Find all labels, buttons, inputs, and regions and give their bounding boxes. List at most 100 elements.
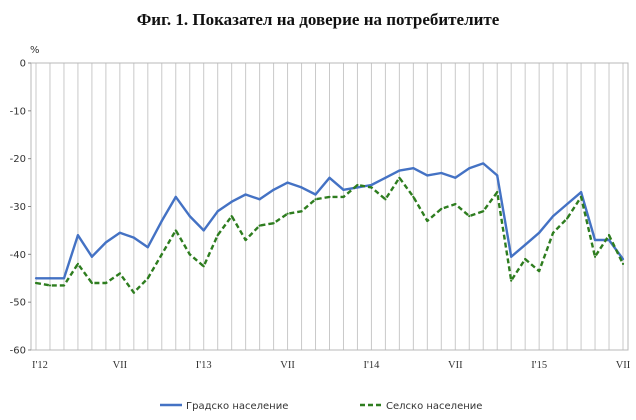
data-point-urban — [230, 200, 233, 203]
legend-label-urban: Градско население — [186, 401, 288, 412]
data-point-rural — [286, 212, 289, 215]
y-tick-label: 0 — [20, 59, 26, 70]
data-point-urban — [258, 198, 261, 201]
data-point-urban — [593, 238, 597, 242]
data-point-urban — [104, 241, 107, 244]
data-point-rural — [384, 198, 387, 201]
y-axis-unit-label: % — [30, 45, 40, 56]
y-tick-label: -40 — [10, 250, 26, 261]
data-point-rural — [579, 195, 583, 199]
data-point-rural — [90, 281, 94, 285]
data-point-urban — [468, 167, 471, 170]
data-point-rural — [370, 186, 373, 189]
data-point-urban — [328, 176, 331, 179]
data-point-urban — [426, 174, 429, 177]
data-point-rural — [244, 238, 247, 242]
data-point-urban — [524, 243, 527, 246]
data-point-urban — [579, 191, 583, 194]
data-point-urban — [314, 193, 317, 196]
data-point-rural — [538, 269, 541, 273]
data-point-rural — [454, 203, 457, 206]
data-point-urban — [342, 188, 345, 191]
data-point-urban — [398, 169, 401, 172]
x-tick-label: VII — [448, 360, 463, 371]
data-point-urban — [76, 234, 80, 237]
data-point-rural — [62, 284, 66, 287]
data-point-rural — [468, 214, 471, 218]
data-point-rural — [104, 281, 107, 285]
data-point-urban — [216, 210, 219, 213]
data-point-urban — [496, 174, 499, 177]
data-point-rural — [510, 279, 513, 282]
data-point-urban — [565, 203, 569, 206]
x-tick-label: I'15 — [531, 360, 547, 371]
legend-label-rural: Селско население — [386, 401, 482, 412]
data-point-urban — [90, 255, 94, 258]
data-point-urban — [552, 214, 555, 218]
data-point-rural — [34, 281, 38, 285]
data-point-urban — [160, 219, 163, 222]
x-tick-label: VII — [113, 360, 128, 371]
data-point-rural — [118, 272, 121, 275]
data-point-urban — [146, 246, 149, 249]
data-point-rural — [230, 214, 233, 218]
data-point-rural — [342, 195, 345, 199]
y-tick-label: -30 — [10, 202, 26, 213]
data-point-rural — [174, 229, 177, 232]
y-tick-label: -10 — [10, 106, 26, 117]
data-point-urban — [48, 277, 52, 280]
data-point-rural — [524, 258, 527, 261]
data-point-rural — [621, 262, 625, 265]
data-point-rural — [314, 198, 317, 201]
data-point-rural — [496, 191, 499, 194]
data-point-rural — [132, 291, 135, 294]
data-point-urban — [286, 181, 289, 184]
data-point-urban — [412, 167, 415, 170]
x-axis: I'12VIII'13VIII'14VIII'15VIII'16VIII'17V… — [32, 360, 631, 371]
data-point-urban — [132, 236, 135, 239]
data-point-rural — [146, 277, 149, 280]
y-tick-label: -60 — [10, 346, 26, 357]
data-point-rural — [76, 262, 80, 265]
data-point-urban — [621, 258, 625, 261]
data-point-urban — [174, 195, 177, 199]
data-point-urban — [244, 193, 247, 196]
data-point-rural — [398, 176, 401, 179]
chart-title: Фиг. 1. Показател на доверие на потребит… — [136, 10, 500, 29]
x-tick-label: VII — [616, 360, 631, 371]
data-point-urban — [482, 162, 485, 165]
data-point-rural — [412, 195, 415, 199]
data-point-rural — [216, 234, 219, 237]
data-point-rural — [160, 253, 163, 256]
data-point-rural — [356, 183, 359, 187]
data-point-urban — [384, 176, 387, 179]
data-point-rural — [440, 207, 443, 210]
data-point-urban — [272, 188, 275, 191]
data-point-urban — [454, 176, 457, 179]
data-point-rural — [328, 195, 331, 199]
data-point-urban — [440, 171, 443, 175]
data-point-rural — [565, 217, 569, 220]
data-point-rural — [426, 219, 429, 222]
gridlines — [35, 63, 624, 350]
x-tick-label: I'13 — [196, 360, 212, 371]
data-point-rural — [258, 224, 261, 227]
data-point-rural — [552, 231, 555, 234]
series-lines — [34, 162, 625, 294]
data-point-rural — [300, 210, 303, 213]
data-point-urban — [202, 229, 205, 232]
y-axis: 0 -10 -20 -30 -40 -50 -60 — [10, 59, 31, 357]
y-tick-label: -50 — [10, 298, 26, 309]
legend: Градско население Селско население — [160, 401, 482, 412]
y-tick-label: -20 — [10, 154, 26, 165]
data-point-rural — [272, 222, 275, 225]
data-point-rural — [188, 253, 191, 256]
x-tick-label: VII — [280, 360, 295, 371]
data-point-rural — [607, 234, 611, 237]
data-point-urban — [34, 277, 38, 280]
data-point-urban — [370, 183, 373, 187]
data-point-urban — [510, 255, 513, 258]
data-point-rural — [593, 255, 597, 258]
data-point-rural — [202, 265, 205, 268]
